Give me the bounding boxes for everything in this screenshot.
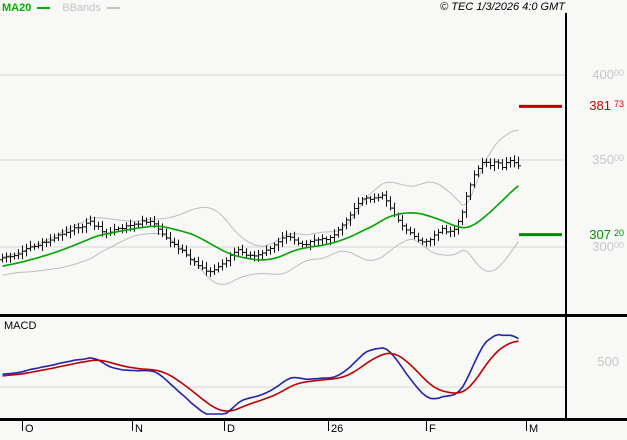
copyright-timestamp: © TEC 1/3/2026 4:0 GMT [440, 1, 565, 13]
month-label-dec: D [227, 423, 235, 435]
ma20-swatch-icon [37, 7, 51, 9]
ohlc-bars [0, 155, 521, 278]
support-level-label: 307 20 [589, 226, 624, 242]
month-label-oct: O [25, 423, 34, 435]
macd-lines [2, 333, 519, 415]
alert-level-lines [519, 104, 562, 237]
price-label-35000: 35000 [592, 152, 624, 167]
month-tick-marks [22, 421, 527, 431]
resistance-level-label: 381 73 [589, 98, 624, 114]
price-label-40000: 40000 [592, 67, 624, 82]
legend-ma20-label: MA20 [2, 2, 32, 14]
macd-level-label: 500 [597, 354, 619, 369]
year-label-26: 26 [331, 423, 344, 435]
macd-panel-label: MACD [4, 320, 37, 332]
ma20-line [2, 185, 520, 267]
bbands-swatch-icon [106, 7, 120, 9]
legend: MA20 BBands [2, 2, 128, 14]
month-label-nov: N [135, 423, 143, 435]
price-gridlines [0, 74, 565, 248]
axes-frame [0, 13, 627, 421]
legend-bbands-label: BBands [62, 2, 101, 14]
month-label-feb: F [429, 423, 436, 435]
price-label-30000: 30000 [592, 239, 624, 254]
bollinger-bands [2, 129, 519, 285]
month-label-mar: M [529, 423, 539, 435]
